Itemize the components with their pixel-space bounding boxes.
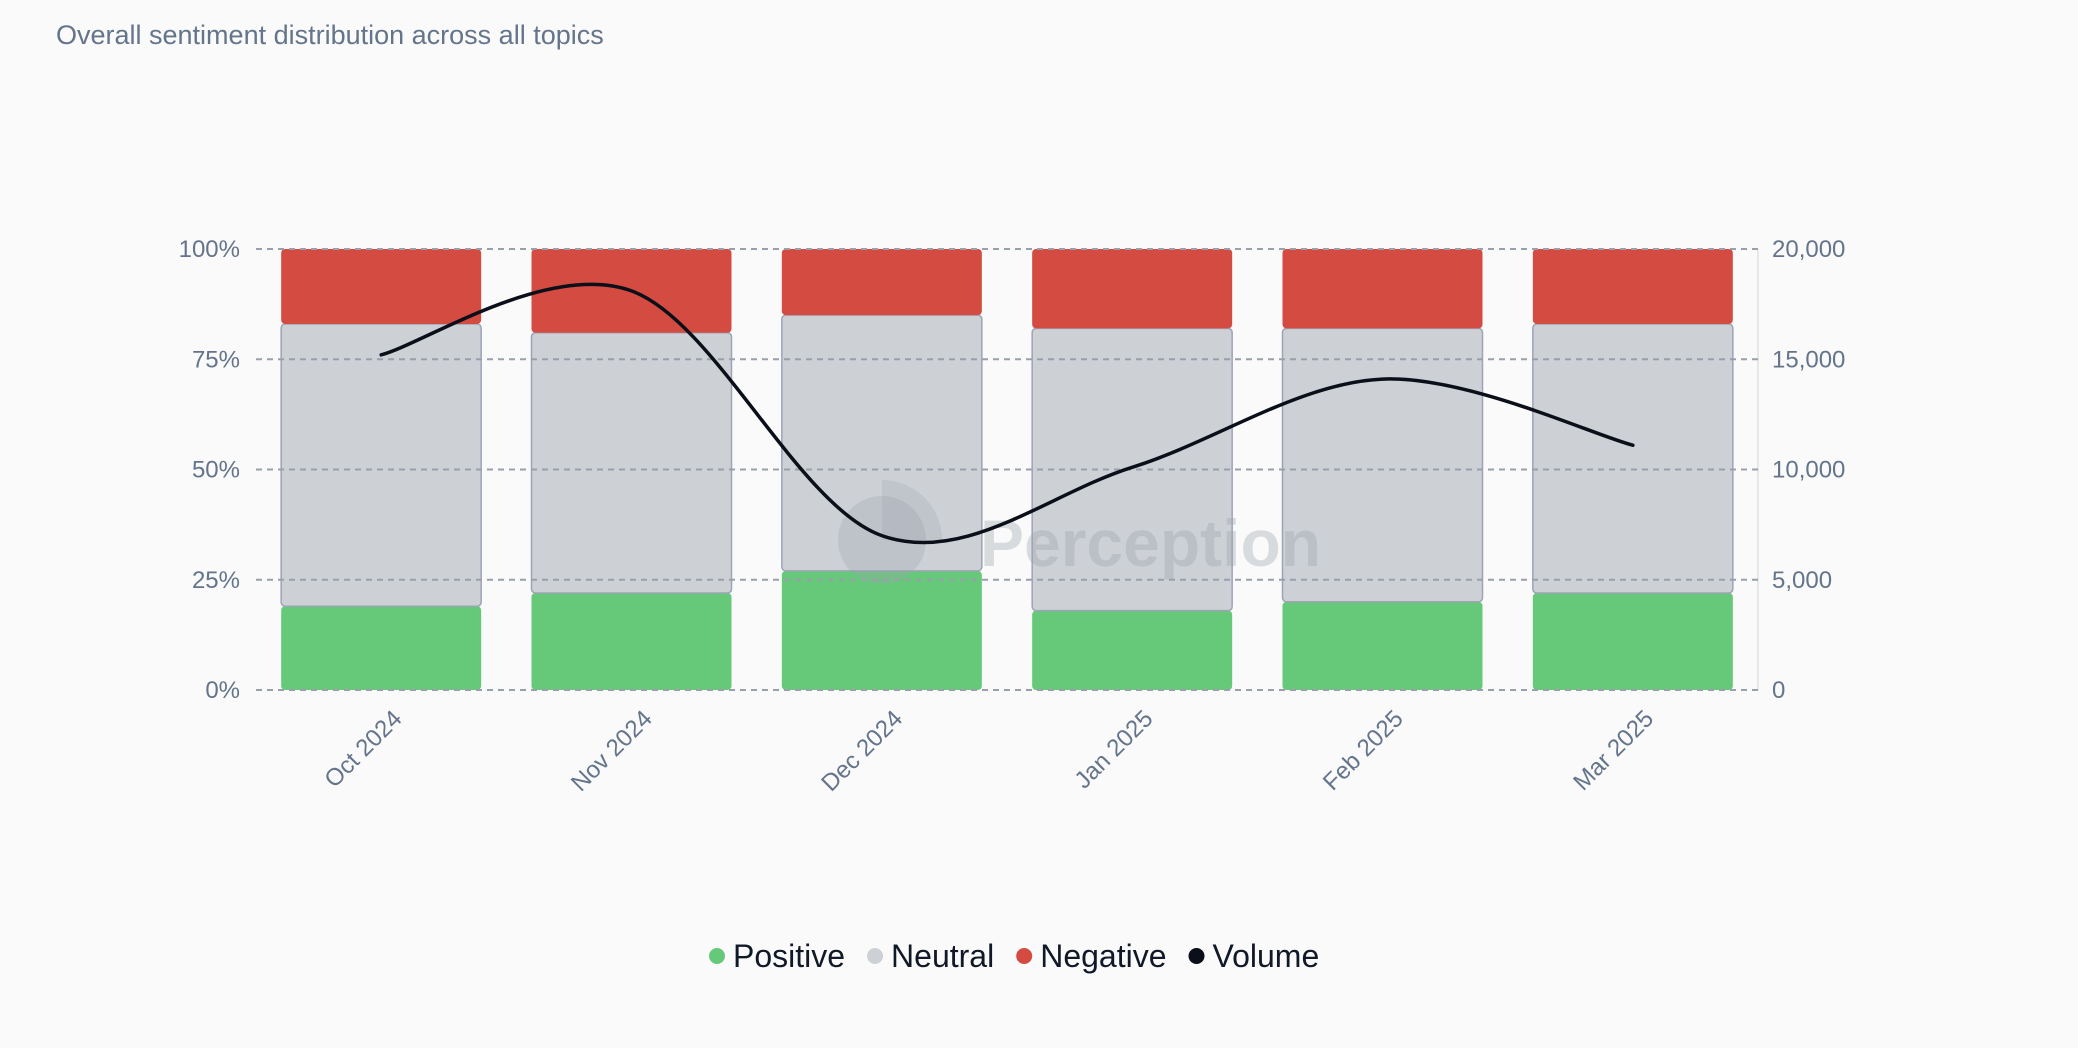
x-axis-tick-label: Oct 2024 bbox=[319, 705, 407, 793]
watermark-logo bbox=[838, 480, 942, 584]
legend-label-neutral[interactable]: Neutral bbox=[891, 938, 994, 974]
bar-positive[interactable] bbox=[1532, 592, 1733, 690]
bar-negative[interactable] bbox=[781, 249, 982, 316]
legend-marker-volume[interactable] bbox=[1188, 948, 1205, 964]
legend-marker-positive[interactable] bbox=[709, 948, 725, 964]
watermark-wedge bbox=[882, 480, 942, 540]
watermark-text: Perception bbox=[980, 506, 1321, 580]
bar-positive[interactable] bbox=[1032, 610, 1233, 690]
right-axis-tick-label: 0 bbox=[1772, 677, 1785, 704]
legend-label-volume[interactable]: Volume bbox=[1213, 938, 1320, 974]
x-axis-tick-label: Feb 2025 bbox=[1318, 705, 1409, 796]
left-axis-tick-label: 75% bbox=[192, 346, 240, 373]
bar-negative[interactable] bbox=[1282, 249, 1483, 329]
legend-marker-negative[interactable] bbox=[1016, 948, 1033, 964]
chart-subtitle: Overall sentiment distribution across al… bbox=[56, 20, 604, 50]
right-axis-tick-label: 20,000 bbox=[1772, 236, 1845, 263]
right-axis-tick-label: 15,000 bbox=[1772, 346, 1845, 373]
watermark-icon bbox=[838, 496, 926, 584]
x-axis-tick-label: Mar 2025 bbox=[1568, 705, 1659, 796]
bar-neutral[interactable] bbox=[530, 332, 733, 594]
bar-positive[interactable] bbox=[781, 570, 982, 690]
bar-neutral[interactable] bbox=[280, 323, 482, 607]
x-axis-tick-label: Nov 2024 bbox=[566, 705, 658, 797]
bar-negative[interactable] bbox=[281, 249, 482, 324]
bar-negative[interactable] bbox=[1532, 249, 1733, 324]
bar-neutral[interactable] bbox=[1532, 323, 1734, 594]
x-axis-tick-label: Dec 2024 bbox=[816, 705, 908, 797]
legend-label-negative[interactable]: Negative bbox=[1040, 938, 1166, 974]
legend-label-positive[interactable]: Positive bbox=[733, 938, 845, 974]
legend-marker-neutral[interactable] bbox=[867, 948, 884, 964]
right-axis-tick-label: 10,000 bbox=[1772, 457, 1845, 484]
right-axis-tick-label: 5,000 bbox=[1772, 567, 1832, 594]
bar-positive[interactable] bbox=[281, 606, 482, 690]
bar-positive[interactable] bbox=[1282, 601, 1483, 690]
volume-line[interactable] bbox=[379, 282, 1635, 545]
left-axis-tick-label: 100% bbox=[179, 236, 240, 263]
left-axis-tick-label: 0% bbox=[205, 677, 240, 704]
left-axis-tick-label: 50% bbox=[192, 457, 240, 484]
x-axis-tick-label: Jan 2025 bbox=[1069, 705, 1158, 794]
left-axis-tick-label: 25% bbox=[192, 567, 240, 594]
bar-negative[interactable] bbox=[1032, 249, 1233, 329]
bar-positive[interactable] bbox=[531, 592, 732, 690]
